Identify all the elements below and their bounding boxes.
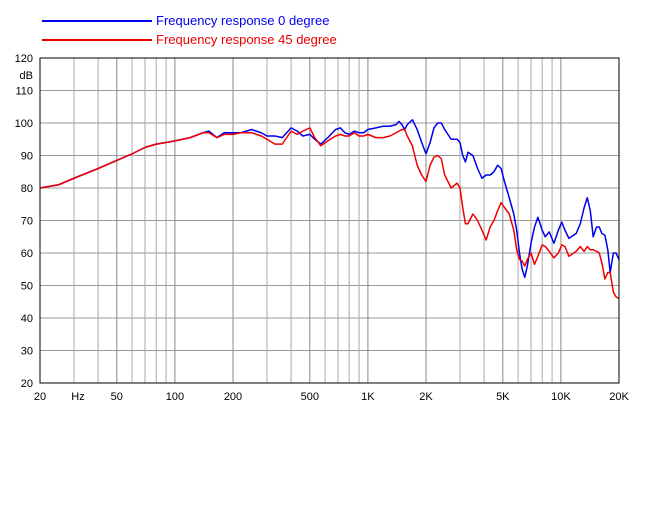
y-tick-label: 60 <box>21 248 33 260</box>
x-tick-label: 20K <box>609 391 629 403</box>
legend-label-0-degree: Frequency response 0 degree <box>156 13 329 28</box>
y-tick-label: 120 <box>15 53 33 65</box>
x-tick-label: 20 <box>34 391 46 403</box>
x-axis-unit-label: Hz <box>71 391 84 403</box>
y-tick-label: 20 <box>21 378 33 390</box>
x-axis: 20 50 100 200 500 1K 2K 5K 10K 20K <box>34 391 630 403</box>
grid <box>40 58 619 383</box>
y-tick-label: 40 <box>21 313 33 325</box>
x-tick-label: 50 <box>111 391 123 403</box>
legend-label-45-degree: Frequency response 45 degree <box>156 32 337 47</box>
y-axis-unit-label: dB <box>20 70 33 82</box>
x-tick-label: 500 <box>301 391 319 403</box>
y-tick-label: 80 <box>21 183 33 195</box>
series-lines <box>39 119 620 300</box>
x-tick-label: 5K <box>496 391 510 403</box>
y-tick-label: 50 <box>21 281 33 293</box>
plot-frame <box>39 57 620 384</box>
y-tick-label: 30 <box>21 346 33 358</box>
x-tick-label: 1K <box>361 391 375 403</box>
x-tick-label: 100 <box>166 391 184 403</box>
y-tick-label: 90 <box>21 151 33 163</box>
legend: Frequency response 0 degree Frequency re… <box>42 13 337 47</box>
series-line-45-degree <box>39 127 620 300</box>
y-axis: 120 110 100 90 80 70 60 50 40 30 20 <box>15 53 33 390</box>
x-tick-label: 200 <box>224 391 242 403</box>
x-tick-label: 2K <box>419 391 433 403</box>
x-tick-label: 10K <box>551 391 571 403</box>
series-line-0-degree <box>39 119 620 279</box>
y-tick-label: 70 <box>21 216 33 228</box>
y-tick-label: 100 <box>15 118 33 130</box>
y-tick-label: 110 <box>15 86 33 98</box>
